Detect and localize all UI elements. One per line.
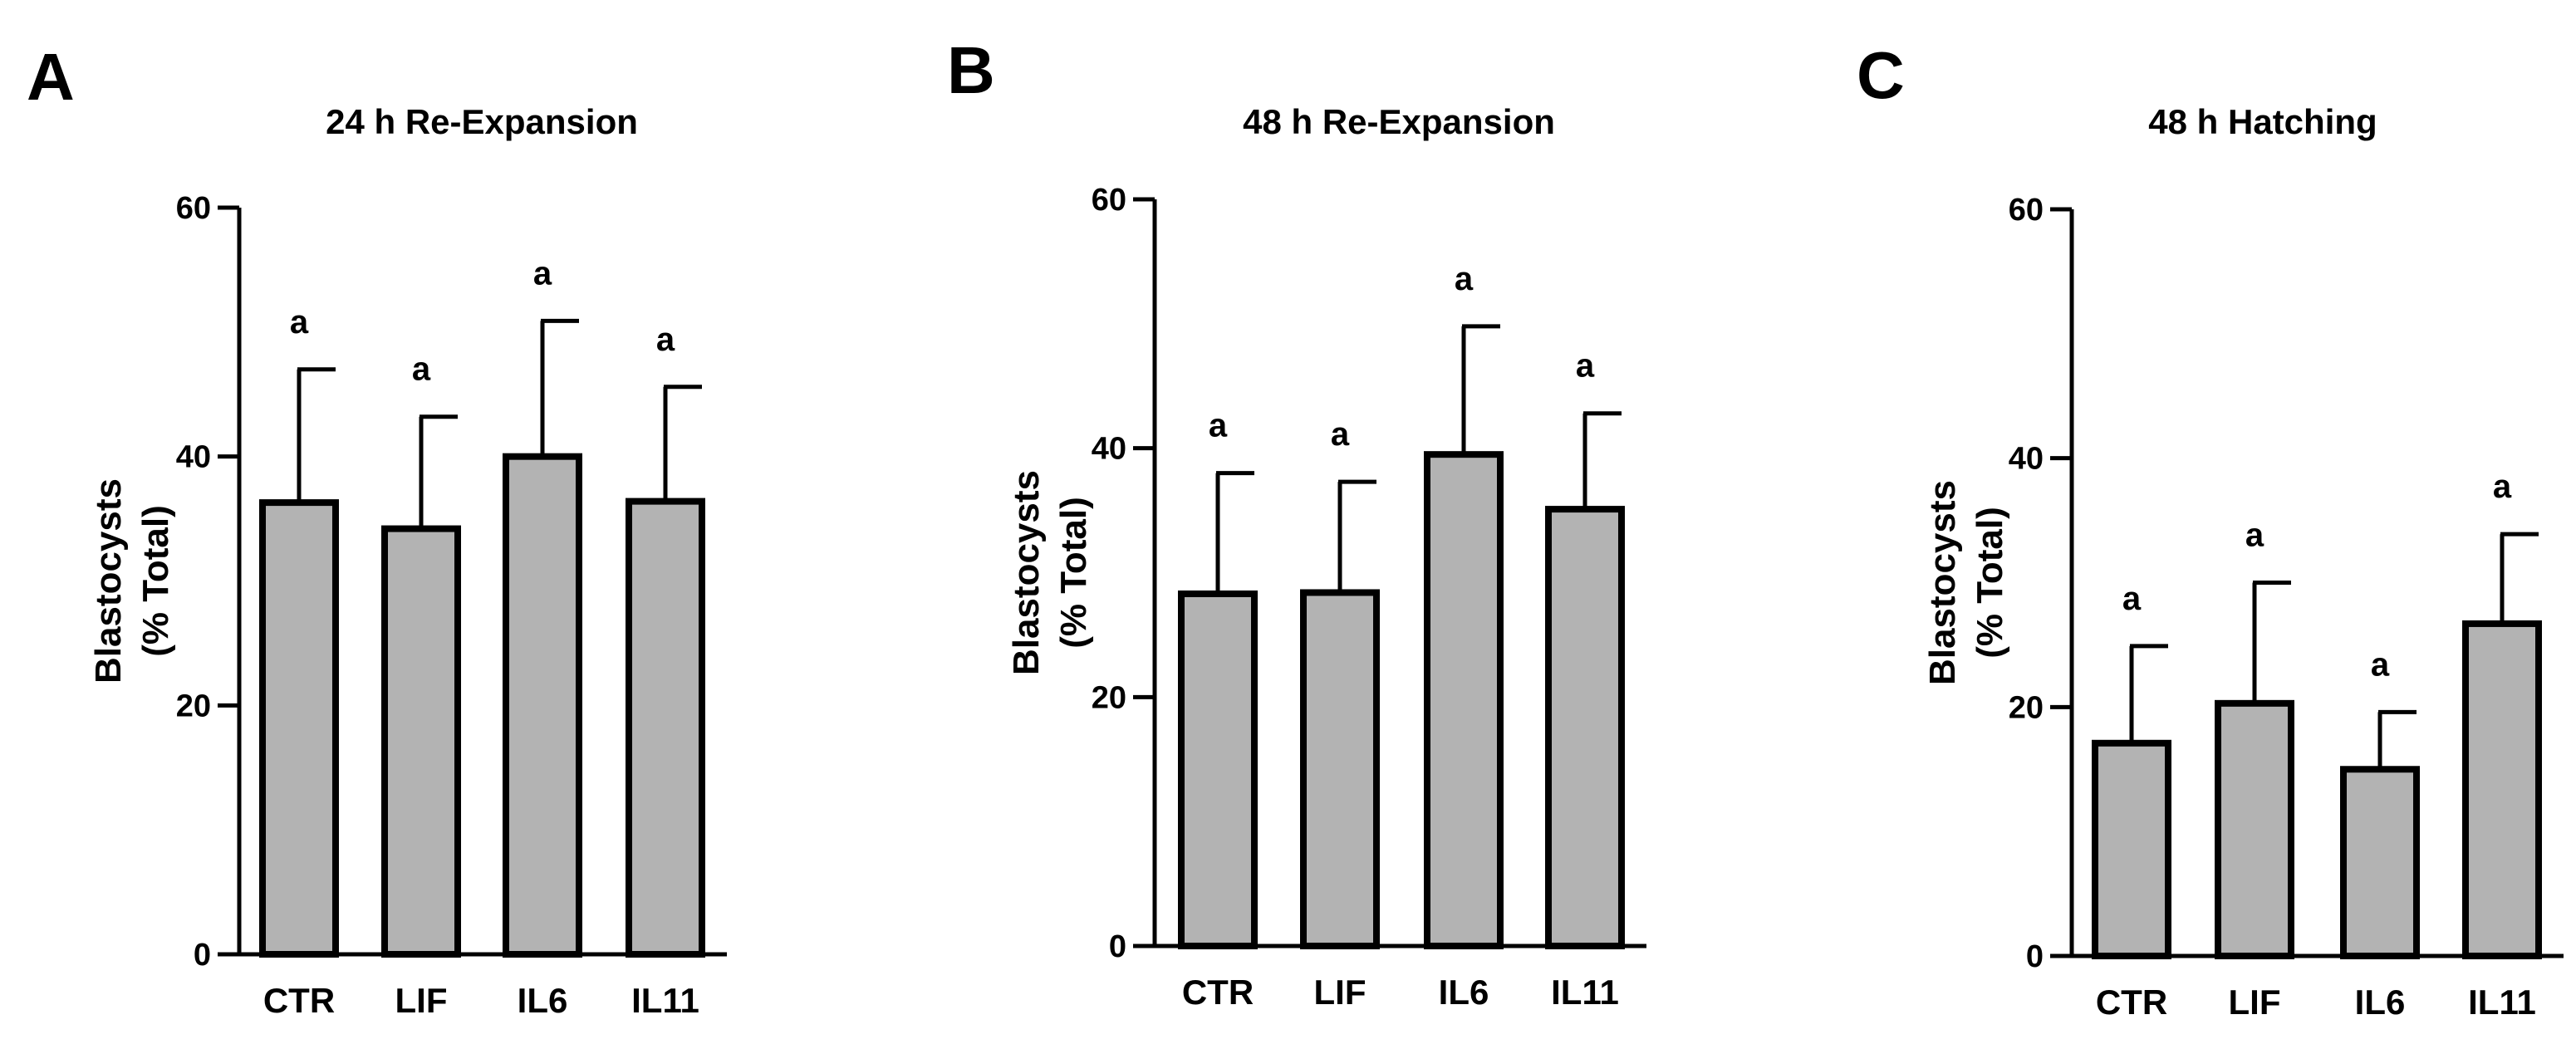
bar xyxy=(626,497,705,958)
y-axis-label: (% Total) xyxy=(135,505,176,657)
x-tick-label: LIF xyxy=(395,981,448,1020)
significance-label: a xyxy=(290,304,309,341)
chart-title: 48 h Hatching xyxy=(2148,102,2377,141)
significance-label: a xyxy=(1331,416,1350,453)
y-axis-label: (% Total) xyxy=(1053,497,1094,649)
bar xyxy=(259,499,339,958)
x-tick-label: IL11 xyxy=(631,981,699,1020)
x-tick-label: IL6 xyxy=(2355,983,2406,1022)
y-axis-label: Blastocysts xyxy=(1922,480,1963,685)
x-tick-label: IL11 xyxy=(2468,983,2536,1022)
y-tick-label: 60 xyxy=(2009,193,2044,228)
significance-label: a xyxy=(533,255,552,292)
y-axis-label: Blastocysts xyxy=(1006,470,1047,675)
y-tick-label: 20 xyxy=(1092,680,1126,715)
bar xyxy=(1300,589,1380,949)
y-tick-label: 40 xyxy=(2009,442,2044,477)
y-tick-label: 20 xyxy=(2009,690,2044,725)
bar xyxy=(2215,699,2294,959)
y-tick-label: 0 xyxy=(2026,939,2044,974)
significance-label: a xyxy=(2371,646,2390,683)
x-tick-label: LIF xyxy=(1314,973,1367,1012)
x-tick-label: IL6 xyxy=(518,981,568,1020)
y-axis-label: Blastocysts xyxy=(88,478,129,684)
bar xyxy=(2092,739,2171,959)
x-tick-label: CTR xyxy=(2096,983,2167,1022)
panel-letter: A xyxy=(27,40,75,114)
significance-label: a xyxy=(656,321,675,358)
bar xyxy=(1545,506,1625,949)
y-tick-label: 0 xyxy=(1109,929,1126,964)
x-tick-label: LIF xyxy=(2229,983,2281,1022)
bar xyxy=(1178,590,1258,949)
y-tick-label: 40 xyxy=(1092,432,1126,467)
y-axis-label: (% Total) xyxy=(1970,507,2010,659)
y-tick-label: 40 xyxy=(176,440,211,475)
chart-title: 24 h Re-Expansion xyxy=(326,102,638,141)
bar xyxy=(2340,766,2420,959)
chart-title: 48 h Re-Expansion xyxy=(1243,102,1555,141)
significance-label: a xyxy=(2493,468,2512,505)
significance-label: a xyxy=(412,351,431,388)
panel-letter: C xyxy=(1857,38,1905,112)
bar xyxy=(1424,451,1504,949)
x-tick-label: IL6 xyxy=(1439,973,1489,1012)
panel-letter: B xyxy=(947,33,995,107)
x-tick-label: CTR xyxy=(1182,973,1254,1012)
bar xyxy=(503,453,582,958)
y-tick-label: 60 xyxy=(176,191,211,226)
x-tick-label: CTR xyxy=(263,981,335,1020)
significance-label: a xyxy=(2122,581,2142,617)
significance-label: a xyxy=(2245,517,2264,554)
bar xyxy=(2462,620,2542,959)
y-tick-label: 20 xyxy=(176,689,211,723)
bar xyxy=(381,525,461,958)
significance-label: a xyxy=(1576,348,1595,385)
significance-label: a xyxy=(1209,408,1228,444)
x-tick-label: IL11 xyxy=(1551,973,1619,1012)
significance-label: a xyxy=(1455,261,1474,297)
y-tick-label: 0 xyxy=(194,938,211,973)
y-tick-label: 60 xyxy=(1092,183,1126,218)
